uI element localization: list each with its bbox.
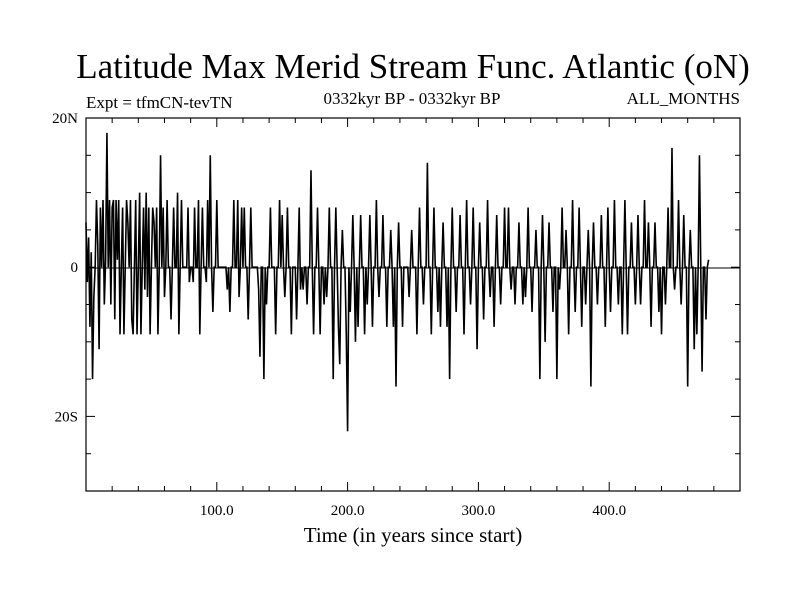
plot-frame — [85, 117, 741, 492]
x-tick-label: 400.0 — [592, 503, 626, 519]
x-tick-label: 100.0 — [200, 503, 234, 519]
series-group — [85, 132, 710, 432]
subtitle-period: 0332kyr BP - 0332kyr BP — [324, 89, 501, 108]
x-tick-label: 300.0 — [462, 503, 496, 519]
axis-ticks: 100.0 200.0 300.0 400.0 20N 0 20S — [52, 111, 740, 519]
subtitle-months: ALL_MONTHS — [627, 89, 740, 108]
x-tick-label: 200.0 — [331, 503, 365, 519]
y-tick-label: 20S — [55, 409, 78, 425]
subtitle-experiment: Expt = tfmCN-tevTN — [86, 93, 233, 112]
chart-title: Latitude Max Merid Stream Func. Atlantic… — [76, 47, 750, 86]
series-line-0 — [85, 132, 710, 432]
y-tick-label: 20N — [52, 111, 78, 127]
y-tick-label: 0 — [71, 260, 79, 276]
x-axis-label: Time (in years since start) — [304, 523, 523, 547]
